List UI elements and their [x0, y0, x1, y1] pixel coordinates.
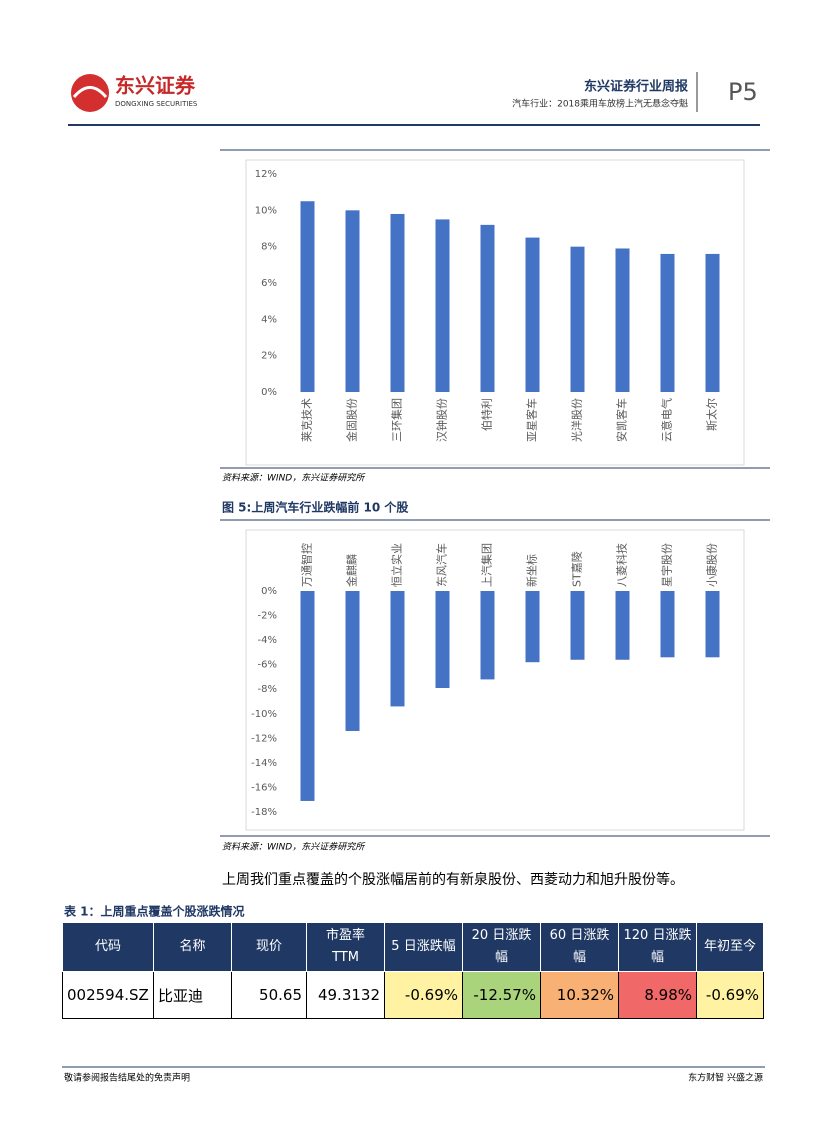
bar — [345, 210, 360, 392]
x-tick-label: 小康股份 — [705, 543, 719, 587]
cell: 8.98% — [618, 971, 697, 1019]
chart-frame — [245, 529, 745, 831]
y-tick-label: -12% — [251, 733, 277, 744]
cell: 10.32% — [540, 971, 619, 1019]
x-tick-label: ST嘉陵 — [570, 551, 584, 587]
bar — [525, 237, 540, 392]
header-cell: 现价 — [231, 922, 307, 972]
footer-left: 敬请参阅报告结尾处的免责声明 — [64, 1072, 190, 1084]
header-cell: 120 日涨跌幅 — [618, 922, 697, 972]
report-name: 东兴证券行业周报 — [584, 79, 689, 95]
header-cell: 5 日涨跌幅 — [384, 922, 463, 972]
x-tick-label: 斯太尔 — [706, 398, 719, 431]
bar — [570, 246, 585, 392]
bar — [525, 591, 540, 663]
x-tick-label: 东风汽车 — [435, 543, 449, 587]
report-subtitle: 汽车行业：2018乘用车放榜上汽无悬念夺魁 — [512, 98, 688, 110]
brand-en: DONGXING SECURITIES — [115, 100, 198, 108]
y-tick-label: -4% — [258, 635, 277, 646]
x-tick-label: 光洋股份 — [570, 398, 584, 442]
header-cell: 代码 — [62, 922, 154, 972]
cell: -12.57% — [462, 971, 541, 1019]
x-tick-label: 亚星客车 — [525, 398, 539, 442]
y-tick-label: 12% — [255, 169, 277, 180]
x-tick-label: 八菱科技 — [615, 543, 629, 587]
x-tick-label: 恒立实业 — [390, 543, 404, 587]
header-cell: 年初至今 — [696, 922, 764, 972]
x-tick-label: 汉钟股份 — [435, 398, 449, 442]
y-tick-label: -10% — [251, 709, 277, 720]
row: 002594.SZ 比亚迪 50.65 49.3132 -0.69% -12.57% 10.… — [62, 971, 764, 1019]
bar — [480, 224, 495, 392]
source: 资料来源：WIND，东兴证券研究所 — [222, 473, 366, 484]
y-tick-label: -14% — [251, 758, 277, 769]
y-tick-label: 8% — [261, 242, 277, 253]
y-tick-label: -16% — [251, 782, 277, 793]
y-tick-label: -8% — [258, 684, 277, 695]
header-cell: 市盈率 TTM — [306, 922, 385, 972]
body-text: 上周我们重点覆盖的个股涨幅居前的有新泉股份、西菱动力和旭升股份等。 — [222, 871, 684, 888]
x-tick-label: 金麒麟 — [345, 554, 359, 587]
bar — [660, 253, 675, 392]
cell: 比亚迪 — [153, 971, 232, 1019]
x-tick-label: 莱克技术 — [301, 398, 314, 442]
cell: 002594.SZ — [62, 971, 154, 1019]
bar — [435, 219, 450, 392]
header-cell: 60 日涨跌幅 — [540, 922, 619, 972]
source: 资料来源：WIND，东兴证券研究所 — [222, 842, 366, 853]
header-cell: 名称 — [153, 922, 232, 972]
bar — [480, 591, 495, 680]
cell: 49.3132 — [306, 971, 385, 1019]
bar — [345, 591, 360, 731]
x-tick-label: 金固股份 — [345, 398, 359, 442]
cell: -0.69% — [384, 971, 463, 1019]
bar — [390, 213, 405, 392]
logo — [71, 74, 109, 112]
bar — [390, 591, 405, 707]
table-caption: 表 1：上周重点覆盖个股涨跌情况 — [63, 904, 245, 919]
y-tick-label: -2% — [258, 611, 277, 622]
y-tick-label: -18% — [251, 807, 277, 818]
bar — [705, 591, 720, 658]
cell: -0.69% — [696, 971, 764, 1019]
page-number: P5 — [728, 78, 758, 106]
x-tick-label: 云意电气 — [660, 398, 674, 442]
bar — [300, 591, 315, 801]
footer-right: 东方财智 兴盛之源 — [688, 1072, 763, 1084]
x-tick-label: 万通智控 — [300, 543, 314, 587]
brand: 东兴证券 — [115, 74, 196, 98]
header-row: 代码 名称 现价 市盈率 TTM 5 日涨跌幅 20 日涨跌幅 60 日涨跌幅 120 日涨跌… — [62, 922, 764, 972]
chart-frame — [245, 159, 745, 466]
y-tick-label: -6% — [258, 660, 277, 671]
bar — [300, 201, 315, 392]
y-tick-label: 10% — [255, 205, 277, 216]
y-tick-label: 0% — [261, 387, 277, 398]
logo-mark — [72, 86, 108, 99]
bar — [705, 253, 720, 392]
bar — [660, 591, 675, 658]
bar — [570, 591, 585, 660]
x-tick-label: 安凯客车 — [615, 398, 629, 442]
table: 代码 名称 现价 市盈率 TTM 5 日涨跌幅 20 日涨跌幅 60 日涨跌幅 120 日涨跌… — [62, 922, 764, 1019]
y-tick-label: 6% — [261, 278, 277, 289]
bar — [615, 591, 630, 660]
figure-title: 图 5:上周汽车行业跌幅前 10 个股 — [222, 500, 409, 515]
x-tick-label: 伯特利 — [480, 398, 494, 431]
y-tick-label: 2% — [261, 351, 277, 362]
x-tick-label: 星宇股份 — [661, 543, 674, 587]
bar — [435, 591, 450, 688]
bar — [615, 248, 630, 392]
x-tick-label: 上汽集团 — [480, 543, 494, 587]
x-tick-label: 三环集团 — [390, 398, 404, 442]
header-cell: 20 日涨跌幅 — [462, 922, 541, 972]
y-tick-label: 0% — [261, 586, 277, 597]
y-tick-label: 4% — [261, 314, 277, 325]
x-tick-label: 新坐标 — [525, 554, 539, 587]
cell: 50.65 — [231, 971, 307, 1019]
